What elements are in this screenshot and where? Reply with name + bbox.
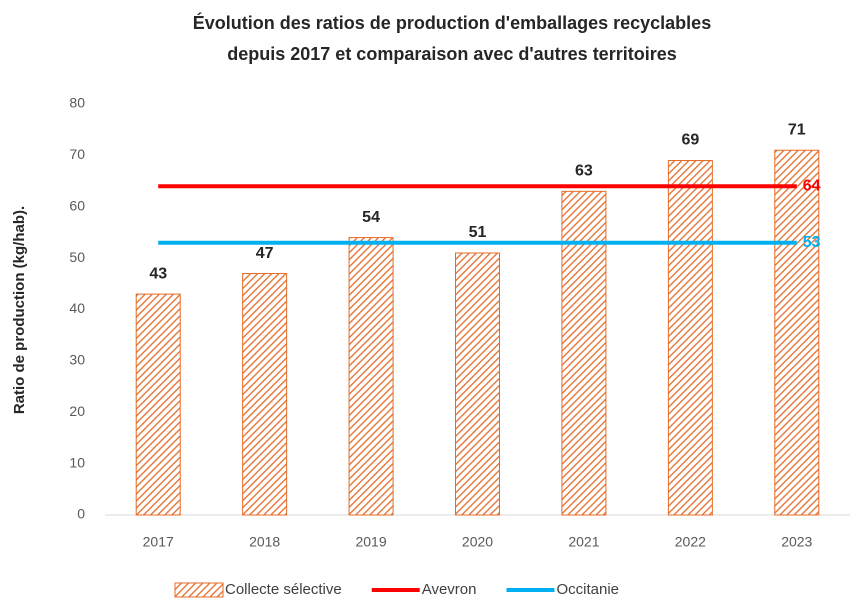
y-tick-label: 40 xyxy=(69,300,85,316)
data-label: 53 xyxy=(803,234,821,251)
y-tick-label: 60 xyxy=(69,197,85,213)
x-tick-label: 2020 xyxy=(462,534,493,550)
data-label: 69 xyxy=(681,132,699,149)
x-tick-label: 2023 xyxy=(781,534,812,550)
x-tick-label: 2021 xyxy=(568,534,599,550)
y-tick-label: 50 xyxy=(69,249,85,265)
bar xyxy=(242,273,288,516)
legend-swatch xyxy=(174,582,224,598)
data-label: 64 xyxy=(803,177,821,194)
y-tick-label: 0 xyxy=(77,506,85,522)
data-label: 47 xyxy=(256,245,274,262)
bar xyxy=(774,149,820,516)
data-label: 71 xyxy=(788,121,806,138)
y-axis-title: Ratio de production (kg/hab). xyxy=(11,206,28,414)
bar xyxy=(667,160,713,516)
x-tick-label: 2018 xyxy=(249,534,280,550)
data-label: 43 xyxy=(149,265,167,282)
y-tick-label: 70 xyxy=(69,146,85,162)
y-tick-label: 10 xyxy=(69,454,85,470)
y-tick-label: 30 xyxy=(69,352,85,368)
bar xyxy=(348,237,394,516)
y-tick-label: 80 xyxy=(69,95,85,111)
legend-label: Avevron xyxy=(422,581,477,598)
data-label: 63 xyxy=(575,163,593,180)
bar xyxy=(561,190,607,516)
x-tick-label: 2019 xyxy=(355,534,386,550)
legend-label: Occitanie xyxy=(556,581,619,598)
chart-title: depuis 2017 et comparaison avec d'autres… xyxy=(227,44,676,64)
legend-label: Collecte sélective xyxy=(225,581,342,598)
x-tick-label: 2017 xyxy=(143,534,174,550)
x-tick-label: 2022 xyxy=(675,534,706,550)
data-label: 54 xyxy=(362,209,380,226)
data-label: 51 xyxy=(469,224,487,241)
bar xyxy=(455,252,500,516)
chart-title: Évolution des ratios de production d'emb… xyxy=(193,12,711,33)
bar xyxy=(135,293,181,516)
y-tick-label: 20 xyxy=(69,403,85,419)
